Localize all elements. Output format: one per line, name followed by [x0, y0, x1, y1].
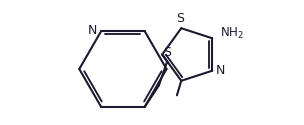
- Text: N: N: [88, 24, 97, 37]
- Text: N: N: [216, 64, 226, 77]
- Text: S: S: [176, 12, 184, 25]
- Text: S: S: [163, 46, 171, 59]
- Text: NH$_2$: NH$_2$: [220, 26, 244, 42]
